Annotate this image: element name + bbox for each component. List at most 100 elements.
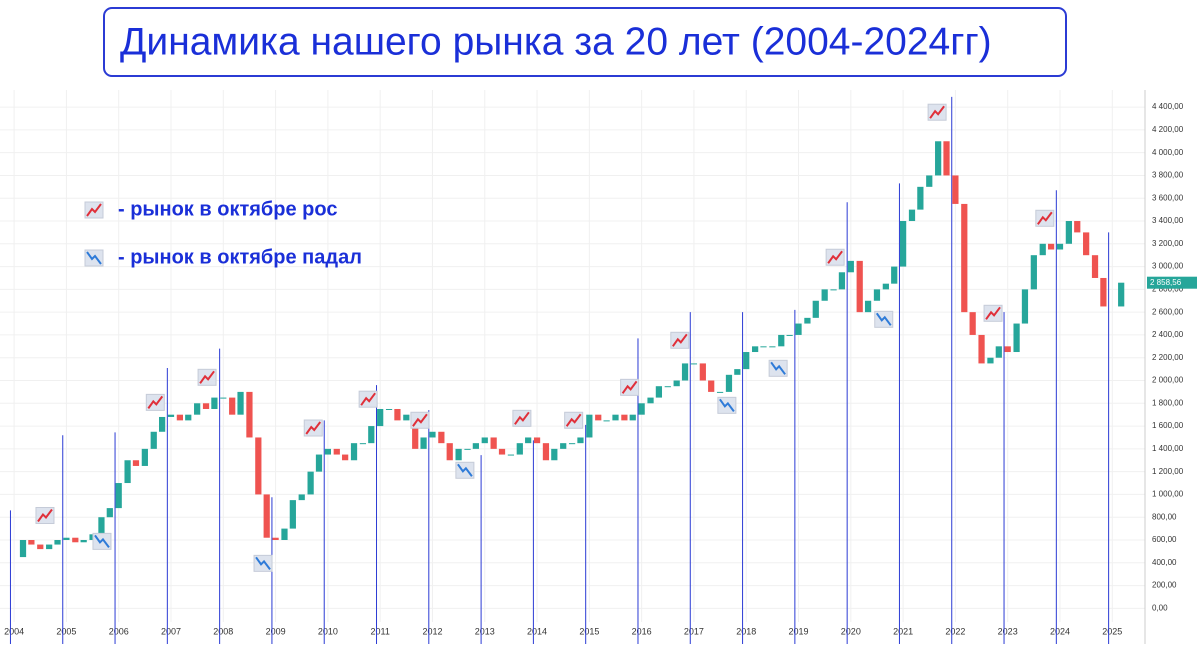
candle [812, 300, 819, 318]
y-tick-label: 3 600,00 [1152, 193, 1184, 202]
trend-icon [512, 409, 532, 427]
candle [899, 221, 907, 267]
candle [1100, 277, 1107, 307]
candle [342, 454, 349, 461]
candle [995, 346, 1002, 358]
candle [438, 431, 445, 444]
y-tick-label: 2 000,00 [1152, 376, 1184, 385]
y-tick-label: 0,00 [1152, 603, 1168, 612]
y-tick-label: 3 400,00 [1152, 216, 1184, 225]
candle [229, 397, 236, 415]
x-tick-label: 2019 [789, 626, 809, 636]
candle [37, 544, 44, 550]
candle [464, 448, 471, 450]
trend-icon [253, 554, 273, 572]
x-tick-label: 2024 [1050, 626, 1070, 636]
candle [255, 437, 262, 495]
trend-icon [35, 507, 55, 525]
price-label: 2 858,56 [1150, 278, 1182, 287]
x-tick-label: 2006 [109, 626, 129, 636]
candle [1030, 255, 1037, 290]
y-tick-label: 3 200,00 [1152, 239, 1184, 248]
y-tick-label: 600,00 [1152, 535, 1177, 544]
trend-icon [92, 532, 112, 550]
y-tick-label: 1 200,00 [1152, 467, 1184, 476]
candle [307, 471, 314, 495]
x-tick-label: 2014 [527, 626, 547, 636]
x-tick-label: 2018 [736, 626, 756, 636]
icon-line [770, 361, 786, 375]
candle [446, 443, 453, 461]
candle [455, 448, 462, 461]
candle [917, 186, 924, 210]
candle [141, 448, 148, 466]
y-tick-label: 2 800,00 [1152, 284, 1184, 293]
candle [716, 391, 724, 393]
candle [612, 414, 619, 421]
candle [577, 437, 584, 444]
icon-line [360, 392, 376, 406]
y-tick-label: 200,00 [1152, 581, 1177, 590]
icon-line [37, 508, 53, 523]
candle [115, 483, 122, 509]
candle [830, 289, 837, 291]
x-tick-label: 2010 [318, 626, 338, 636]
legend: - рынок в октябре рос - рынок в октябре … [84, 198, 362, 268]
candle [54, 540, 61, 545]
candle [1056, 243, 1064, 250]
icon-line [514, 411, 530, 425]
candle [1091, 255, 1099, 278]
candle [908, 209, 916, 222]
candle [202, 403, 210, 409]
candle [72, 537, 79, 543]
candle [272, 537, 279, 540]
candle [743, 352, 750, 370]
candle [185, 414, 192, 421]
trend-icon [410, 411, 430, 429]
icon-line [86, 203, 102, 217]
candle [350, 443, 358, 461]
y-tick-label: 2 600,00 [1152, 307, 1184, 316]
y-tick-label: 1 800,00 [1152, 398, 1184, 407]
trend-icon [455, 461, 475, 479]
candle [385, 408, 393, 410]
x-tick-label: 2022 [945, 626, 965, 636]
candle [969, 312, 976, 335]
y-tick-label: 2 400,00 [1152, 330, 1184, 339]
candle [124, 460, 131, 484]
candle [158, 416, 166, 432]
x-tick-label: 2017 [684, 626, 704, 636]
candle [333, 448, 340, 455]
candle [132, 460, 140, 466]
candle [220, 397, 227, 399]
trend-icon [303, 419, 323, 437]
trend-icon [1035, 209, 1055, 227]
candle [734, 369, 741, 375]
legend-label: - рынок в октябре падал [118, 246, 362, 268]
candle [926, 175, 933, 187]
candle [891, 266, 898, 284]
candle [987, 357, 994, 364]
trend-icon [874, 310, 894, 328]
candle [638, 403, 645, 415]
y-tick-label: 2 200,00 [1152, 353, 1184, 362]
candle [106, 508, 113, 518]
y-tick-label: 1 600,00 [1152, 421, 1184, 430]
candle [298, 494, 305, 501]
candle [1065, 221, 1072, 244]
candle [394, 408, 401, 421]
candle [176, 414, 184, 421]
candle [586, 414, 593, 438]
x-tick-label: 2025 [1102, 626, 1122, 636]
candle [194, 403, 201, 415]
candle [516, 443, 523, 455]
candle [1074, 221, 1081, 233]
icon-line [672, 333, 688, 347]
candle [481, 437, 488, 444]
candle [377, 408, 384, 427]
icon-line [412, 413, 428, 427]
candle [1039, 243, 1046, 256]
trend-icon [145, 393, 165, 411]
candle [978, 334, 985, 364]
